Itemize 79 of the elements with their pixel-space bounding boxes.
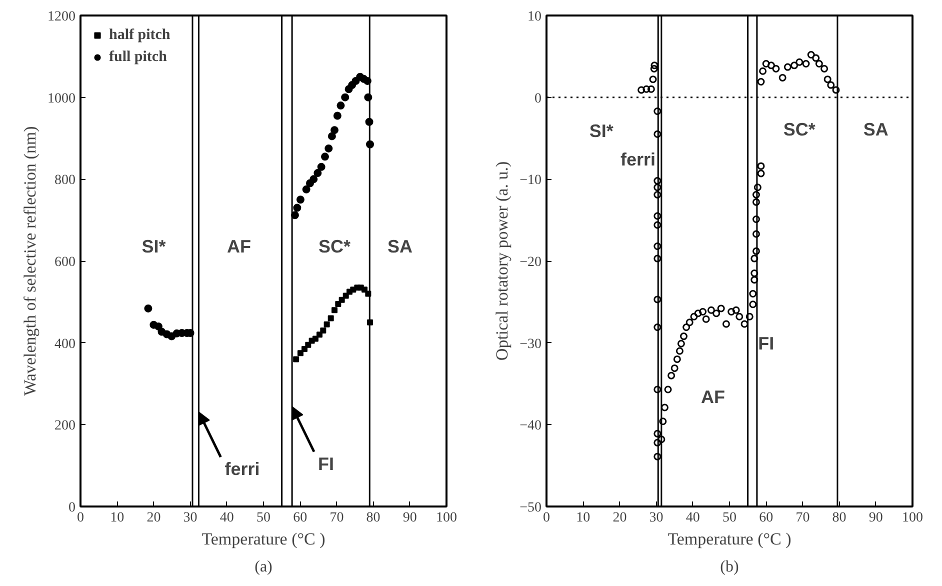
x-tick-label: 80 [366, 510, 380, 526]
point [296, 196, 304, 204]
y-tick-label: 200 [54, 418, 76, 434]
y-tick-label: 0 [68, 500, 76, 516]
x-tick-label: 90 [402, 510, 417, 526]
annotation: ferri [224, 459, 260, 480]
x-tick-label: 10 [576, 510, 590, 526]
point [336, 102, 345, 110]
y-tick-label: −10 [520, 173, 542, 188]
y-axis-title: Wavelength of selective reflection (nm) [20, 126, 40, 396]
point [341, 93, 350, 102]
y-tick-label: 1200 [48, 10, 76, 24]
point [317, 162, 326, 171]
y-tick-label: 800 [54, 173, 76, 188]
legend-label: full pitch [109, 48, 167, 66]
text: (b) [720, 558, 739, 576]
annotation: ferri [620, 149, 656, 170]
point [293, 356, 300, 362]
point [302, 185, 310, 194]
y-tick-label: 0 [534, 91, 542, 106]
x-tick-label: 20 [612, 510, 627, 526]
point [335, 300, 342, 307]
x-tick-label: 50 [256, 510, 270, 526]
x-tick-label: 20 [146, 510, 161, 526]
x-axis-title: Temperature (°C ) [668, 530, 792, 548]
x-tick-label: 40 [220, 510, 234, 526]
point [320, 152, 329, 161]
point [342, 292, 349, 299]
annotation: SA [863, 119, 888, 140]
text: (a) [254, 558, 272, 576]
point [305, 342, 312, 348]
y-tick-label: −30 [520, 336, 542, 352]
annotation: AF [701, 387, 726, 408]
x-tick-label: 30 [649, 510, 664, 526]
point [328, 315, 334, 322]
point [297, 350, 304, 356]
x-tick-label: 30 [183, 510, 198, 526]
annotation: SI* [589, 120, 614, 141]
y-axis-title: Optical rotatory power (a. u.) [492, 161, 512, 361]
point [328, 132, 336, 140]
x-tick-label: 90 [868, 510, 883, 526]
x-tick-label: 40 [686, 510, 700, 526]
point [324, 144, 333, 152]
point [324, 321, 330, 328]
annotation: SC* [783, 119, 816, 140]
annotation: AF [226, 236, 251, 256]
point [320, 328, 326, 334]
point [314, 169, 322, 178]
point [310, 175, 318, 184]
annotation: FI [318, 454, 334, 474]
x-tick-label: 60 [293, 510, 308, 526]
point [293, 204, 302, 212]
x-axis-title: Temperature (°C ) [202, 530, 326, 548]
point [144, 304, 152, 312]
x-tick-label: 100 [902, 510, 923, 526]
y-tick-label: −20 [520, 255, 542, 270]
y-tick-label: 600 [54, 255, 76, 270]
y-tick-label: 10 [528, 10, 542, 24]
x-tick-label: 60 [759, 510, 774, 526]
point [312, 336, 318, 342]
annotation: SI* [142, 236, 166, 256]
x-tick-label: 50 [722, 510, 736, 526]
x-tick-label: 80 [832, 510, 846, 526]
point [333, 112, 342, 120]
y-tick-label: −40 [520, 418, 542, 434]
annotation: SC* [318, 236, 351, 256]
point [338, 296, 345, 303]
y-tick-label: −50 [520, 500, 542, 516]
point [330, 126, 339, 134]
y-tick-label: 400 [54, 336, 76, 352]
annotation: FI [758, 333, 774, 354]
x-tick-label: 100 [436, 510, 457, 526]
x-tick-label: 70 [330, 510, 344, 526]
x-tick-label: 70 [796, 510, 810, 526]
annotation: SA [388, 236, 413, 256]
y-tick-label: 1000 [48, 91, 76, 106]
legend-label: half pitch [109, 26, 170, 44]
point [332, 307, 338, 314]
x-tick-label: 10 [110, 510, 124, 526]
